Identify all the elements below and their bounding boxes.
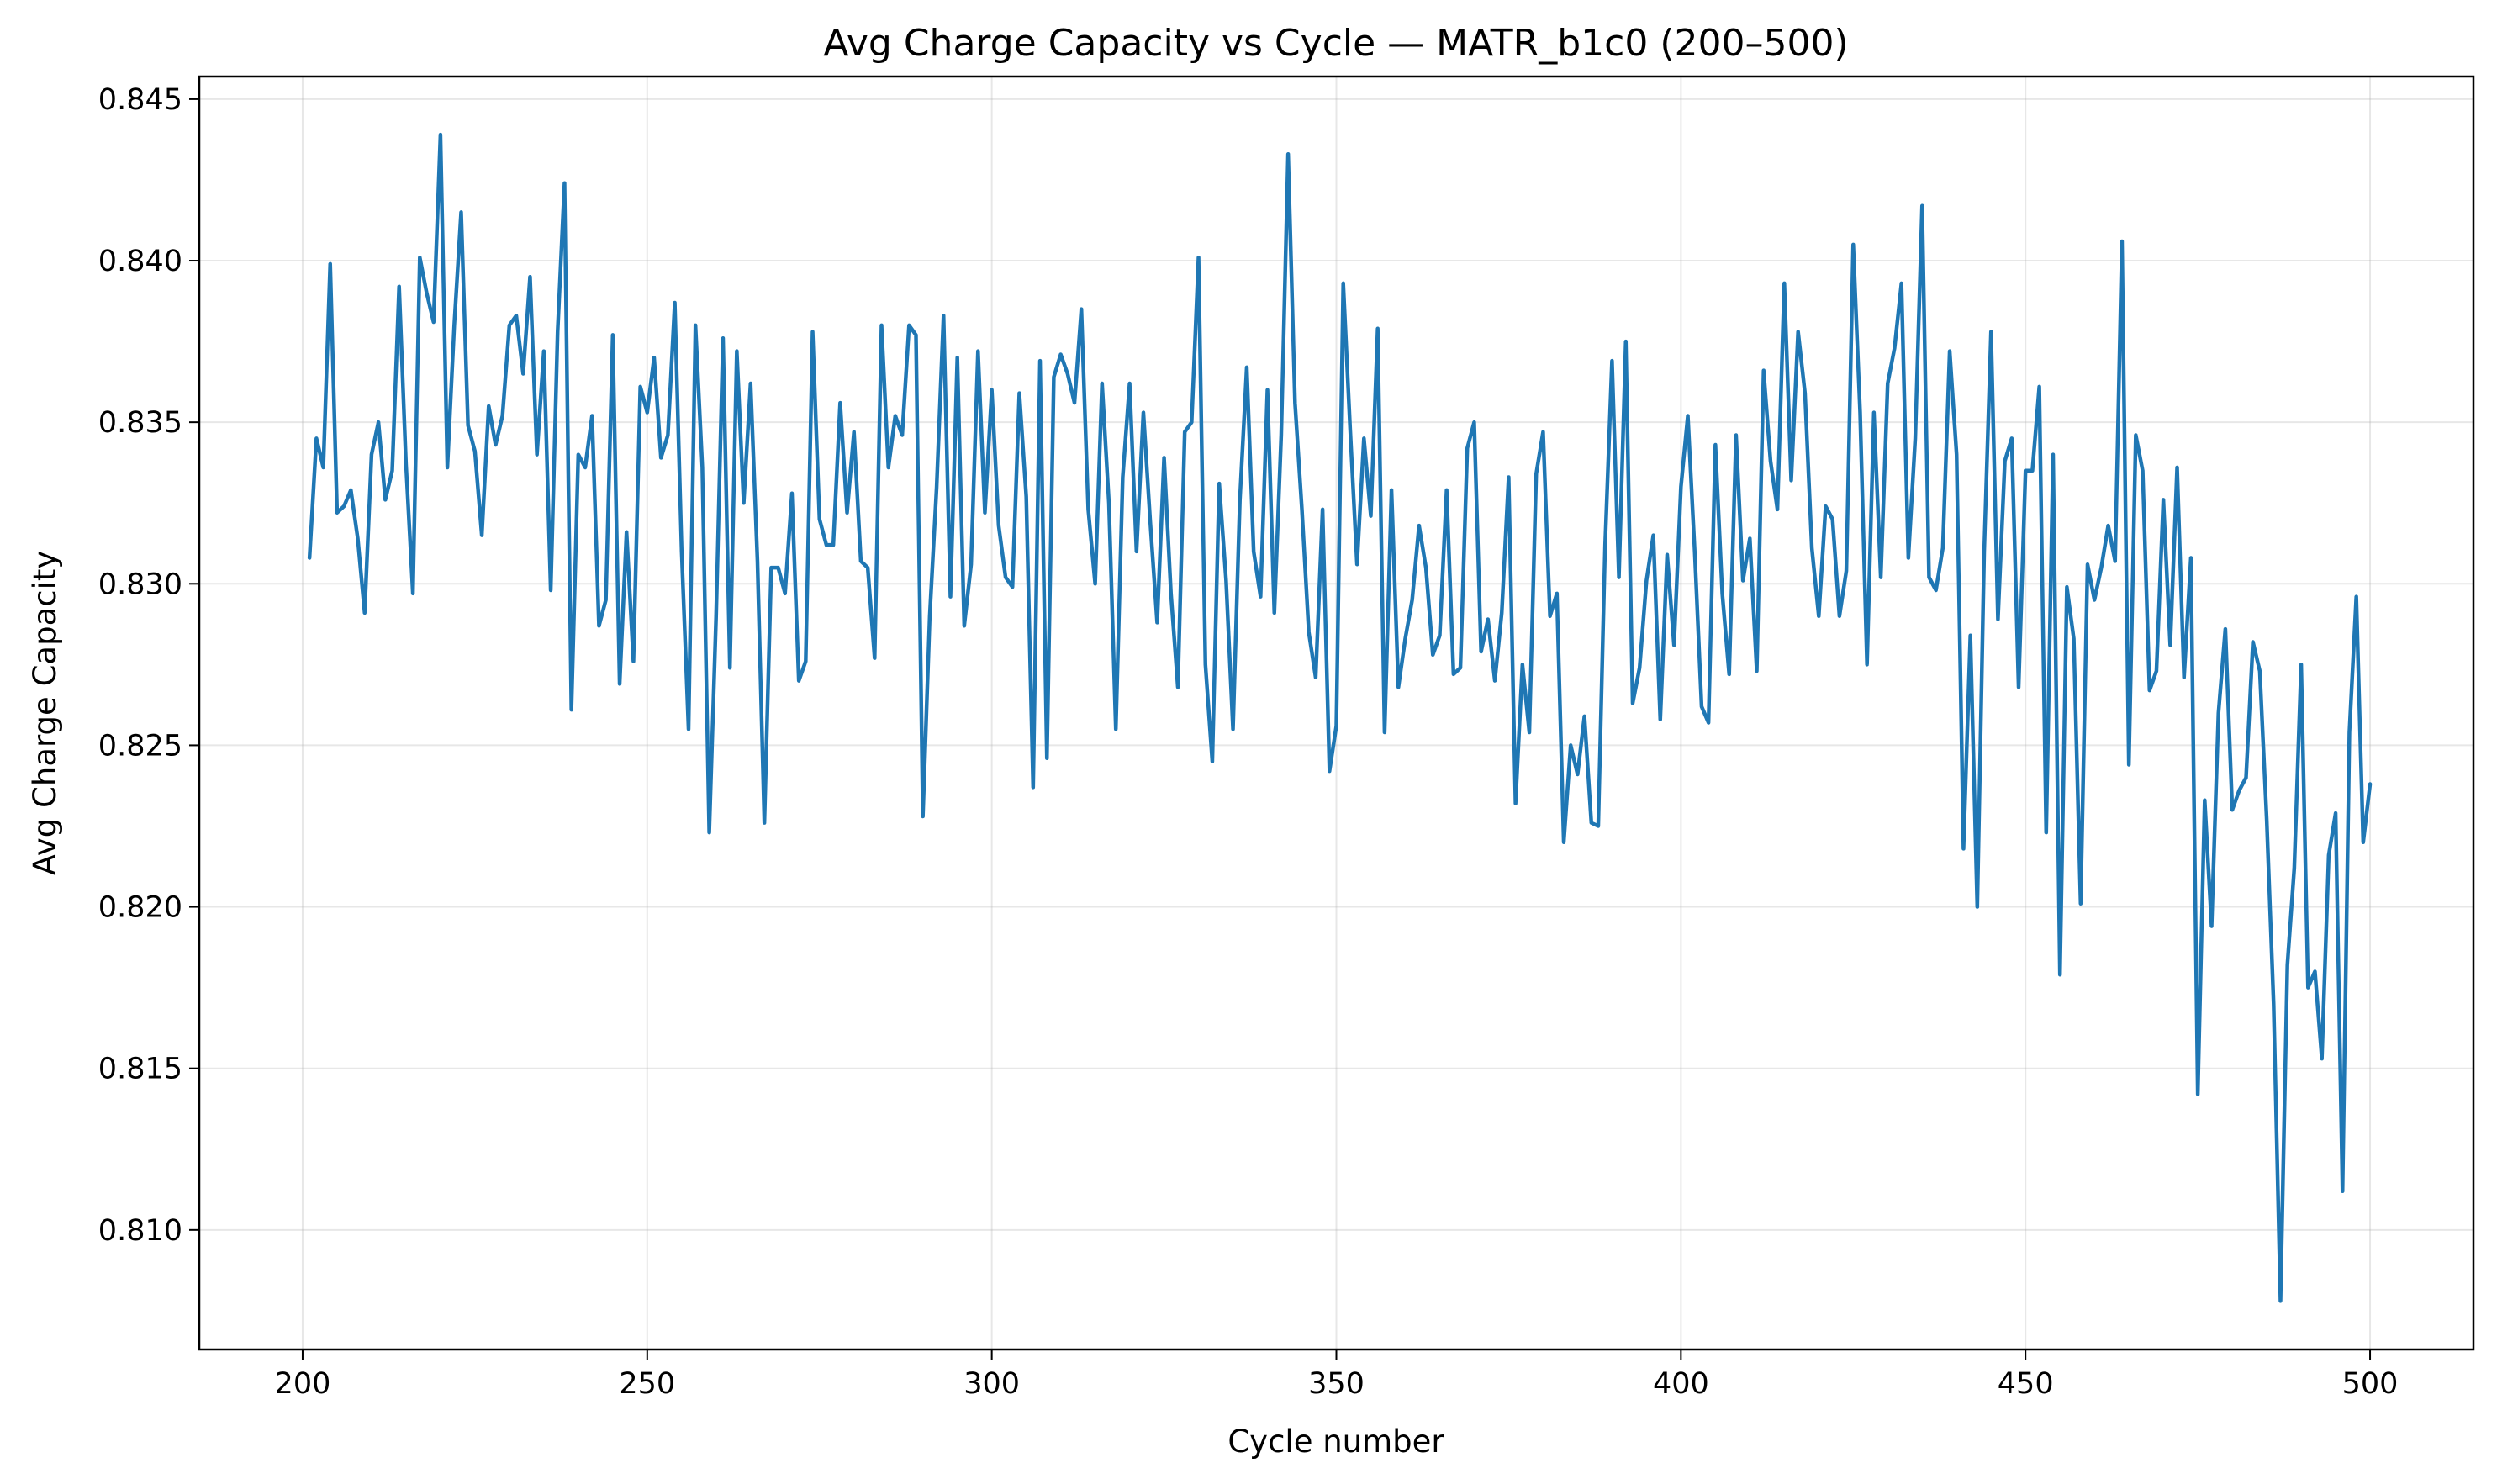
series-layer — [307, 132, 2373, 1303]
x-tick-label: 200 — [275, 1367, 331, 1401]
y-tick-label: 0.815 — [98, 1053, 182, 1086]
series-line-0 — [307, 132, 2373, 1303]
x-tick-label: 450 — [1998, 1367, 2054, 1401]
chart-title: Avg Charge Capacity vs Cycle — MATR_b1c0… — [823, 22, 1848, 65]
y-tick-label: 0.840 — [98, 245, 182, 278]
y-tick-label: 0.830 — [98, 568, 182, 601]
y-tick-label: 0.820 — [98, 891, 182, 925]
y-tick-label: 0.845 — [98, 83, 182, 117]
y-tick-label: 0.810 — [98, 1214, 182, 1248]
x-axis-label: Cycle number — [1227, 1423, 1444, 1460]
tick-layer: 200 250 300 350 400 450 500 0.810 0.815 0.820 0.82… — [98, 83, 2399, 1401]
x-tick-label: 350 — [1308, 1367, 1365, 1401]
x-tick-label: 500 — [2342, 1367, 2399, 1401]
y-tick-label: 0.825 — [98, 729, 182, 763]
x-tick-label: 400 — [1653, 1367, 1709, 1401]
x-tick-label: 300 — [963, 1367, 1020, 1401]
x-tick-label: 250 — [619, 1367, 675, 1401]
y-axis-label: Avg Charge Capacity — [27, 551, 63, 876]
grid — [199, 77, 2473, 1349]
y-tick-label: 0.835 — [98, 406, 182, 440]
